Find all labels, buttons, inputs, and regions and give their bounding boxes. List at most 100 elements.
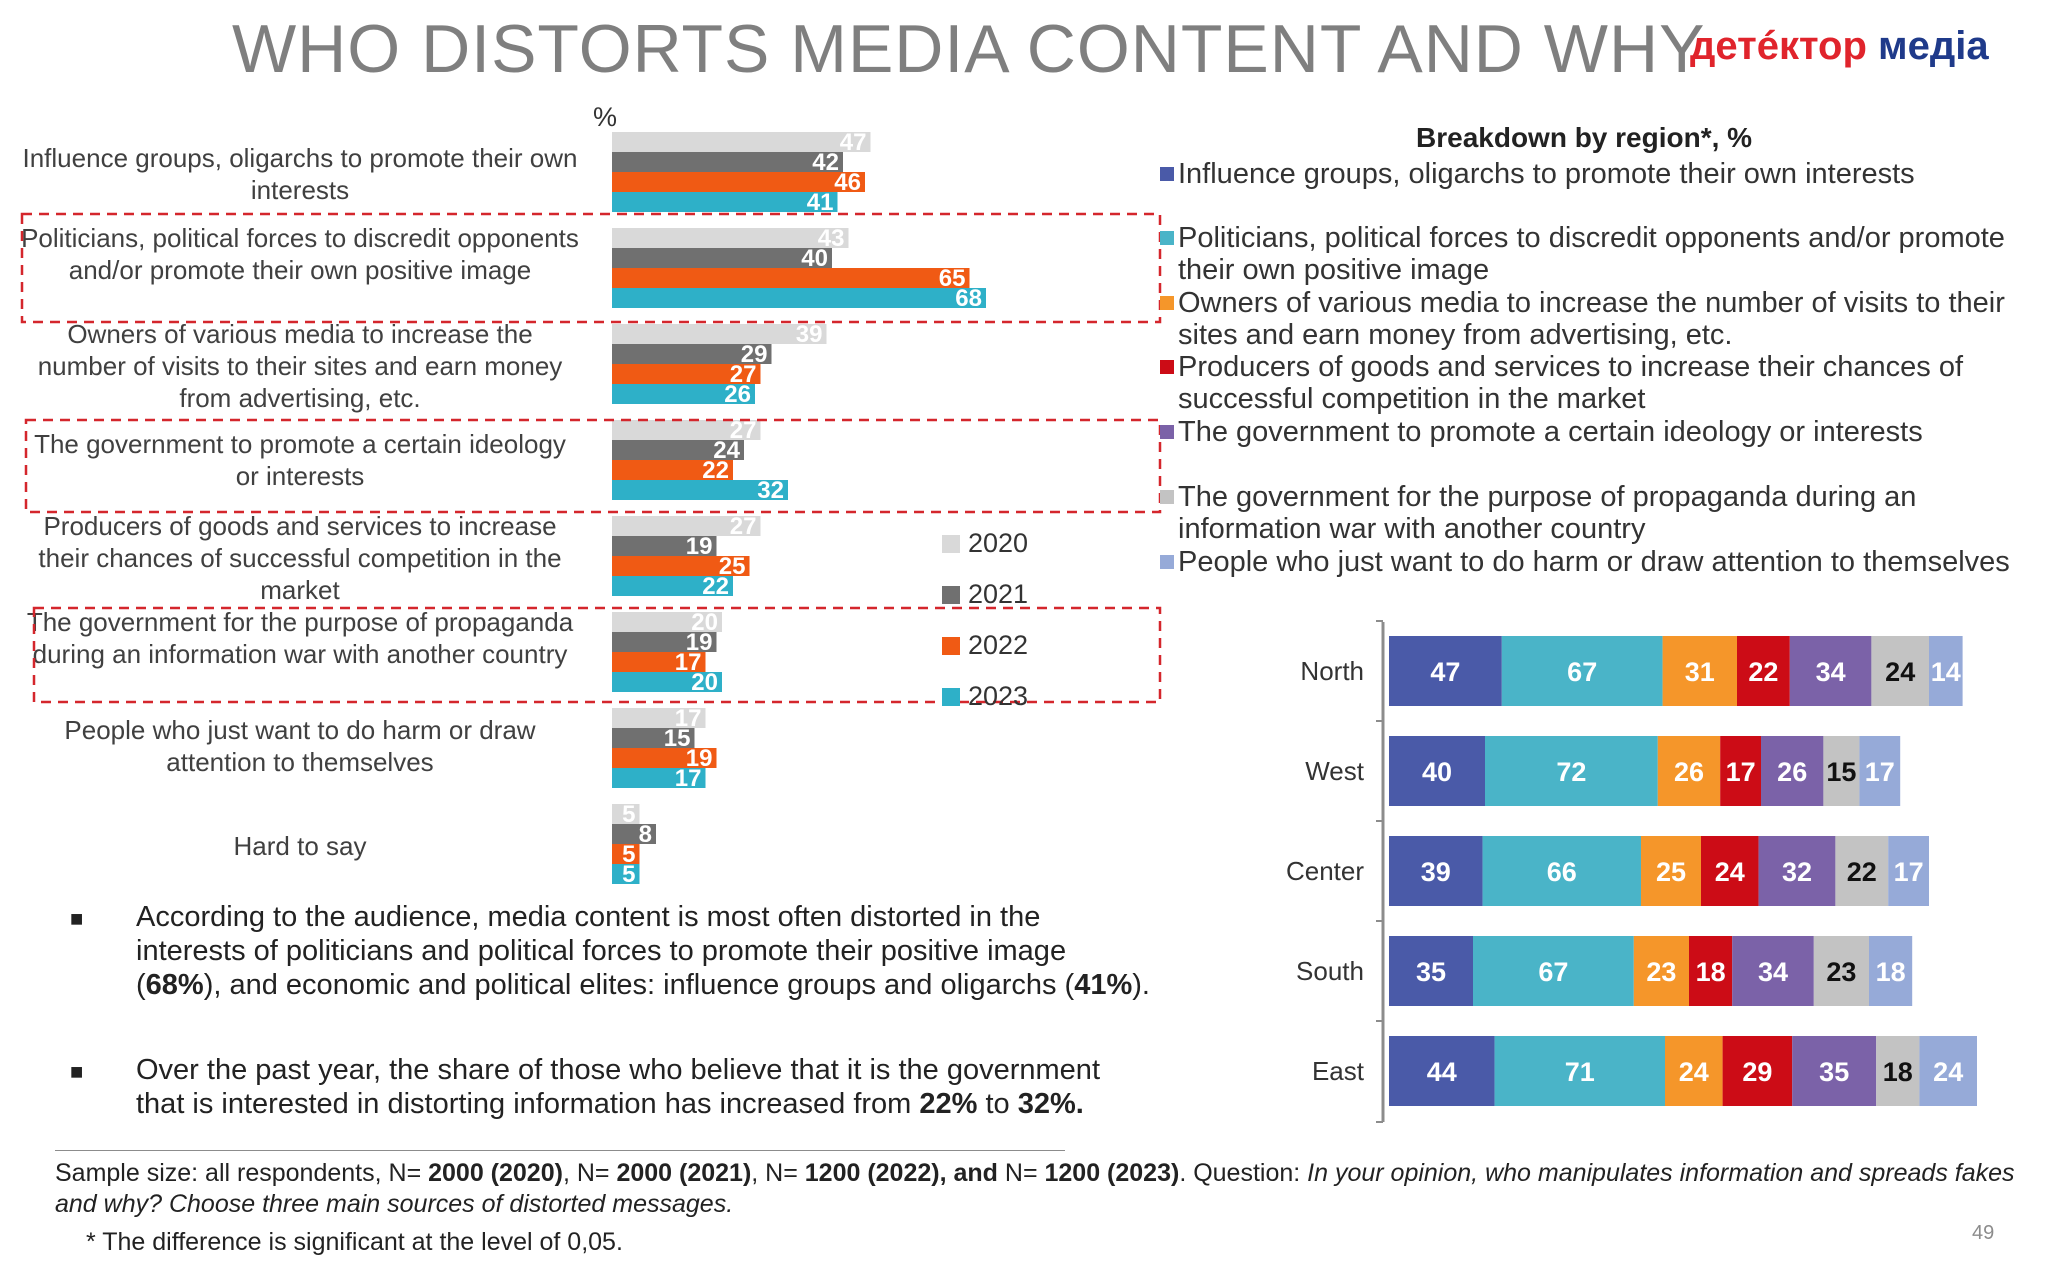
region-legend-item: Politicians, political forces to discred… — [1160, 222, 2038, 286]
data-label: 29 — [741, 341, 768, 368]
category-label: Hard to say — [233, 831, 367, 861]
region-label: South — [1296, 956, 1364, 986]
data-label: 20 — [691, 669, 718, 696]
highlight-box — [32, 606, 1162, 704]
legend-swatch — [1160, 425, 1174, 439]
data-label: 20 — [691, 609, 718, 636]
legend-label: 2022 — [968, 630, 1029, 660]
bar-2022 — [612, 556, 750, 576]
category-label: Influence groups, oligarchs to promote t… — [22, 143, 578, 205]
legend-swatch — [942, 636, 960, 655]
data-label: 32 — [757, 477, 784, 504]
data-label: 8 — [639, 821, 652, 848]
bar-2023 — [612, 288, 986, 308]
category-label: The government to promote a certain ideo… — [34, 429, 566, 491]
data-label: 25 — [719, 553, 746, 580]
bar-2022 — [612, 844, 640, 864]
page-title: WHO DISTORTS MEDIA CONTENT AND WHY — [232, 11, 1706, 87]
logo-part-1: детéктор — [1690, 24, 1867, 68]
bullet-marker: ■ — [70, 906, 84, 931]
legend-swatch — [1160, 360, 1174, 374]
data-label: 39 — [796, 321, 823, 348]
bar-2021 — [612, 632, 717, 652]
data-label: 17 — [675, 765, 702, 792]
bar-2022 — [612, 364, 761, 384]
legend-item: 2021 — [942, 579, 1028, 610]
data-label: 22 — [702, 573, 729, 600]
data-label: 27 — [730, 417, 757, 444]
region-legend-item: Owners of various media to increase the … — [1160, 287, 2038, 351]
bar-2020 — [612, 324, 827, 344]
legend-label: Producers of goods and services to incre… — [1178, 351, 1964, 415]
data-label: 47 — [840, 129, 867, 156]
data-label: 24 — [713, 437, 740, 464]
bar-2023 — [612, 576, 733, 596]
bar-2023 — [612, 192, 838, 212]
bar-2020 — [612, 804, 640, 824]
data-label: 17 — [675, 705, 702, 732]
bar-2022 — [612, 652, 706, 672]
bar-2022 — [612, 268, 970, 288]
data-label: 15 — [664, 725, 691, 752]
bar-2023 — [612, 768, 706, 788]
data-label: 26 — [724, 381, 751, 408]
region-label: North — [1300, 656, 1364, 686]
region-legend-item: Producers of goods and services to incre… — [1160, 351, 2038, 415]
category-label: Politicians, political forces to discred… — [21, 223, 579, 285]
data-label: 27 — [730, 513, 757, 540]
region-label: West — [1305, 756, 1364, 786]
bar-2021 — [612, 536, 717, 556]
legend-swatch — [942, 534, 960, 553]
legend-item: 2023 — [942, 681, 1028, 712]
region-label: East — [1311, 1056, 1364, 1086]
bar-2021 — [612, 152, 843, 172]
legend-label: The government for the purpose of propag… — [1178, 481, 1917, 545]
data-label: 5 — [622, 841, 635, 868]
region-legend-item: The government for the purpose of propag… — [1160, 481, 2038, 545]
bar-2023 — [612, 480, 788, 500]
bar-2020 — [612, 132, 871, 152]
legend-swatch — [942, 585, 960, 604]
data-label: 42 — [812, 149, 839, 176]
region-legend-item: Influence groups, oligarchs to promote t… — [1160, 158, 2038, 190]
bar-2020 — [612, 420, 761, 440]
legend-label: 2020 — [968, 528, 1029, 558]
category-label: Producers of goods and services to incre… — [38, 511, 562, 605]
legend-item: 2020 — [942, 528, 1028, 559]
bar-2020 — [612, 612, 722, 632]
region-chart-title: Breakdown by region*, % — [1416, 122, 1753, 153]
data-label: 46 — [834, 169, 861, 196]
legend-swatch — [1160, 555, 1174, 569]
bar-2021 — [612, 344, 772, 364]
data-label: 65 — [939, 265, 966, 292]
bar-2022 — [612, 172, 865, 192]
bar-2023 — [612, 672, 722, 692]
legend-swatch — [1160, 167, 1174, 181]
highlight-box — [24, 418, 1162, 514]
data-label: 68 — [955, 285, 982, 312]
legend-label: Politicians, political forces to discred… — [1178, 222, 2005, 286]
legend-label: 2021 — [968, 579, 1029, 609]
data-label: 19 — [686, 745, 713, 772]
category-label: The government for the purpose of propag… — [26, 607, 574, 669]
data-label: 41 — [807, 189, 834, 216]
data-label: 5 — [622, 801, 635, 828]
region-legend-item: People who just want to do harm or draw … — [1160, 546, 2038, 578]
legend-item: 2022 — [942, 630, 1028, 661]
bar-2020 — [612, 708, 706, 728]
bar-2020 — [612, 516, 761, 536]
region-legend-item: The government to promote a certain ideo… — [1160, 416, 2038, 448]
bar-2021 — [612, 440, 744, 460]
data-label: 22 — [702, 457, 729, 484]
region-label: Center — [1285, 856, 1364, 886]
category-label: Owners of various media to increase the … — [37, 319, 563, 413]
significance-footnote: * The difference is significant at the l… — [86, 1228, 623, 1256]
bar-2020 — [612, 228, 849, 248]
bar-2022 — [612, 460, 733, 480]
bar-2021 — [612, 248, 832, 268]
bullet-text: Over the past year, the share of those w… — [136, 1054, 1100, 1120]
category-label: People who just want to do harm or draw … — [64, 715, 536, 777]
highlight-box — [20, 212, 1162, 324]
data-label: 43 — [818, 225, 845, 252]
